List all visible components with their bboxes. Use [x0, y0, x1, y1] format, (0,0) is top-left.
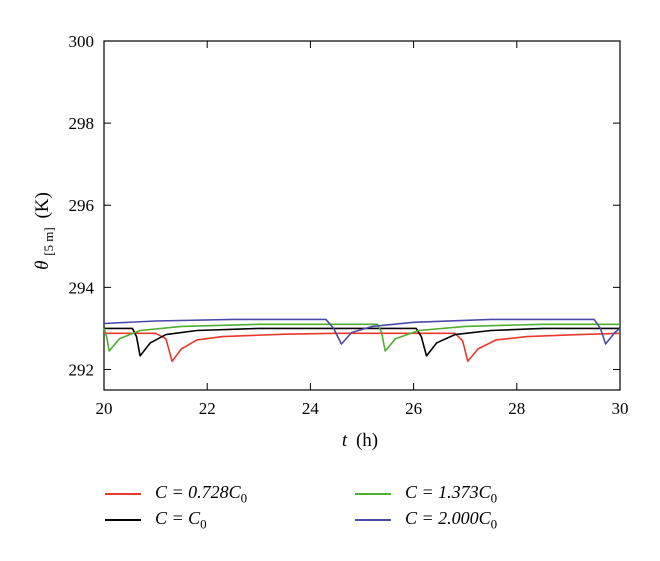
legend-item-2000: C = 2.000C0 — [355, 508, 497, 532]
x-tick-label: 26 — [405, 399, 422, 418]
series-line-2 — [103, 323, 620, 352]
series-lines — [103, 318, 621, 363]
y-tick-label: 294 — [69, 278, 95, 297]
y-tick-label: 298 — [69, 114, 95, 133]
legend-label: C = 2.000C0 — [405, 507, 498, 532]
axis-ticks — [103, 40, 621, 390]
line-chart: 20 22 24 26 28 30 292 294 296 298 300 t (h) θ [5 m… — [32, 32, 629, 451]
legend-label: C = 0.728C0 — [155, 481, 248, 506]
y-tick-label: 296 — [69, 196, 95, 215]
y-tick-label: 300 — [69, 32, 95, 51]
legend-line-black — [105, 519, 141, 521]
plot-area — [103, 40, 621, 391]
legend-item-0728: C = 0.728C0 — [105, 482, 247, 506]
legend-line-red — [105, 493, 141, 495]
legend-label: C = 1.373C0 — [405, 481, 498, 506]
legend-line-green — [355, 493, 391, 495]
series-line-1 — [104, 327, 620, 357]
legend-item-1373: C = 1.373C0 — [355, 482, 497, 506]
series-line-0 — [104, 332, 621, 363]
y-tick-label: 292 — [69, 360, 95, 379]
y-axis-title: θ [5 m] (K) — [32, 192, 58, 270]
x-tick-label: 22 — [199, 399, 216, 418]
x-tick-label: 30 — [612, 399, 629, 418]
legend: C = 0.728C0 C = C0 C = 1.373C0 C = 2.000… — [0, 476, 660, 536]
legend-item-c0: C = C0 — [105, 508, 207, 532]
plot-frame — [103, 40, 621, 391]
x-tick-label: 24 — [302, 399, 320, 418]
x-tick-label: 20 — [96, 399, 113, 418]
legend-label: C = C0 — [155, 507, 207, 532]
series-line-3 — [103, 318, 621, 345]
legend-line-blue — [355, 519, 391, 521]
x-axis-title: t (h) — [342, 430, 378, 451]
x-tick-label: 28 — [508, 399, 525, 418]
tick-labels: 20 22 24 26 28 30 292 294 296 298 300 — [69, 32, 629, 418]
